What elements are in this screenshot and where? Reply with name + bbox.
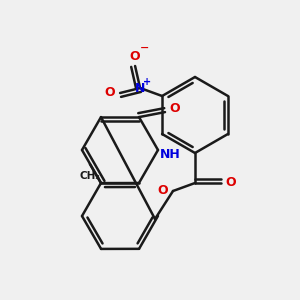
Text: −: − bbox=[140, 43, 149, 53]
Text: +: + bbox=[143, 77, 151, 87]
Text: O: O bbox=[158, 184, 168, 197]
Text: O: O bbox=[170, 102, 180, 115]
Text: NH: NH bbox=[160, 148, 180, 160]
Text: O: O bbox=[226, 176, 236, 190]
Text: O: O bbox=[105, 86, 116, 100]
Text: O: O bbox=[130, 50, 140, 62]
Text: N: N bbox=[135, 82, 145, 94]
Text: CH₃: CH₃ bbox=[80, 171, 100, 181]
